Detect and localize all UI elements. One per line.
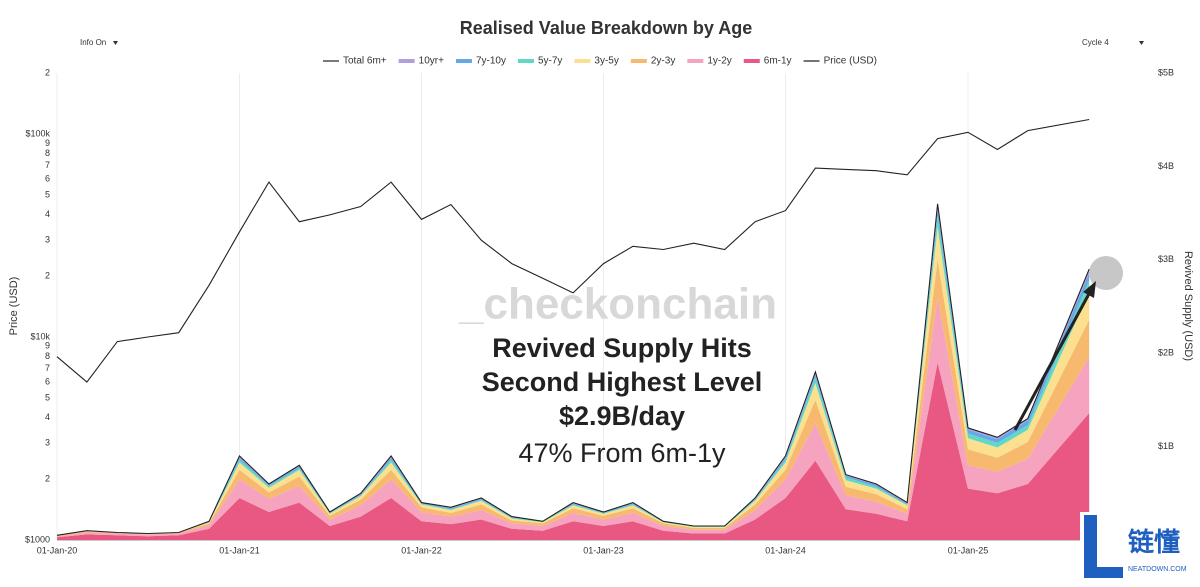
legend-swatch bbox=[630, 59, 647, 63]
y2-axis-title: Revived Supply (USD) bbox=[1182, 251, 1194, 361]
area bbox=[57, 362, 1090, 540]
legend-swatch bbox=[574, 59, 591, 63]
price-line bbox=[56, 118, 1090, 383]
legend-label: 10yr+ bbox=[419, 56, 444, 67]
y-tick-label: $100k bbox=[25, 128, 50, 138]
x-tick-label: 01-Jan-25 bbox=[948, 545, 989, 555]
legend-label: Total 6m+ bbox=[343, 56, 387, 67]
x-tick-label: 01-Jan-20 bbox=[37, 545, 78, 555]
y2-tick-label: $4B bbox=[1158, 161, 1174, 171]
annotation-text: $2.9B/day bbox=[559, 401, 685, 431]
legend-label: Price (USD) bbox=[824, 56, 877, 67]
y-tick-label: 3 bbox=[45, 235, 50, 245]
y-tick-label: $1000 bbox=[25, 534, 50, 544]
y-tick-label: 8 bbox=[45, 351, 50, 361]
cycle-select[interactable]: Cycle 4 bbox=[1082, 38, 1109, 47]
y-tick-label: 6 bbox=[45, 173, 50, 183]
y-tick-label: 2 bbox=[45, 270, 50, 280]
legend-swatch bbox=[743, 59, 760, 63]
total-line bbox=[56, 203, 1090, 536]
legend: Total 6m+ 10yr+ 7y-10y 5y-7y 3y-5y 2y-3y 1y-2y… bbox=[323, 56, 877, 67]
area bbox=[57, 297, 1090, 538]
y2-tick-label: $2B bbox=[1158, 348, 1174, 358]
legend-label: 1y-2y bbox=[707, 56, 731, 67]
legend-label: 5y-7y bbox=[538, 56, 562, 67]
y2-tick-label: $1B bbox=[1158, 441, 1174, 451]
y-tick-label: 4 bbox=[45, 412, 50, 422]
arrow-line bbox=[1013, 291, 1092, 431]
legend-swatch bbox=[398, 59, 415, 63]
y-tick-label: 9 bbox=[45, 341, 50, 351]
logo-mark bbox=[1084, 515, 1123, 578]
dropdown-arrow bbox=[1139, 41, 1144, 45]
x-tick-label: 01-Jan-22 bbox=[401, 545, 442, 555]
arrow-head bbox=[1083, 281, 1096, 298]
y-tick-label: 4 bbox=[45, 209, 50, 219]
y2-tick-label: $5B bbox=[1158, 67, 1174, 77]
y-tick-label: 9 bbox=[45, 138, 50, 148]
legend-swatch bbox=[517, 59, 534, 63]
x-tick-label: 01-Jan-21 bbox=[219, 545, 260, 555]
legend-label: 6m-1y bbox=[764, 56, 792, 67]
logo-site: NEATDOWN.COM bbox=[1128, 566, 1187, 573]
x-tick-label: 01-Jan-23 bbox=[583, 545, 624, 555]
y-tick-label: 8 bbox=[45, 148, 50, 158]
legend-swatch bbox=[455, 59, 472, 63]
y-tick-label: 5 bbox=[45, 190, 50, 200]
annotation: Revived Supply Hits Second Highest Level… bbox=[482, 256, 1123, 468]
y-tick-label: 7 bbox=[45, 160, 50, 170]
y-tick-label: $10k bbox=[30, 331, 50, 341]
y-tick-label: 7 bbox=[45, 363, 50, 373]
chart-title: Realised Value Breakdown by Age bbox=[460, 18, 752, 38]
plot-area bbox=[56, 118, 1090, 540]
annotation-text: Revived Supply Hits bbox=[492, 333, 752, 363]
watermark: _checkonchain bbox=[458, 280, 777, 329]
y-tick-label: 6 bbox=[45, 376, 50, 386]
legend-label: 7y-10y bbox=[476, 56, 506, 67]
legend-swatch bbox=[687, 59, 704, 63]
highlight-circle bbox=[1089, 256, 1123, 290]
annotation-text: Second Highest Level bbox=[482, 367, 763, 397]
x-tick-label: 01-Jan-24 bbox=[765, 545, 806, 555]
y-tick-label: 2 bbox=[45, 67, 50, 77]
y-tick-label: 2 bbox=[45, 473, 50, 483]
dropdown-arrow bbox=[113, 41, 118, 45]
legend-label: 3y-5y bbox=[594, 56, 618, 67]
legend-label: 2y-3y bbox=[651, 56, 675, 67]
annotation-text: 47% From 6m-1y bbox=[518, 438, 726, 468]
y-tick-label: 5 bbox=[45, 393, 50, 403]
y2-tick-label: $3B bbox=[1158, 254, 1174, 264]
logo-name: 链懂 bbox=[1128, 527, 1180, 557]
logo: 链懂 NEATDOWN.COM bbox=[1080, 512, 1200, 582]
y-tick-label: 3 bbox=[45, 438, 50, 448]
y-axis-title: Price (USD) bbox=[8, 277, 20, 336]
info-toggle[interactable]: Info On bbox=[80, 38, 106, 47]
